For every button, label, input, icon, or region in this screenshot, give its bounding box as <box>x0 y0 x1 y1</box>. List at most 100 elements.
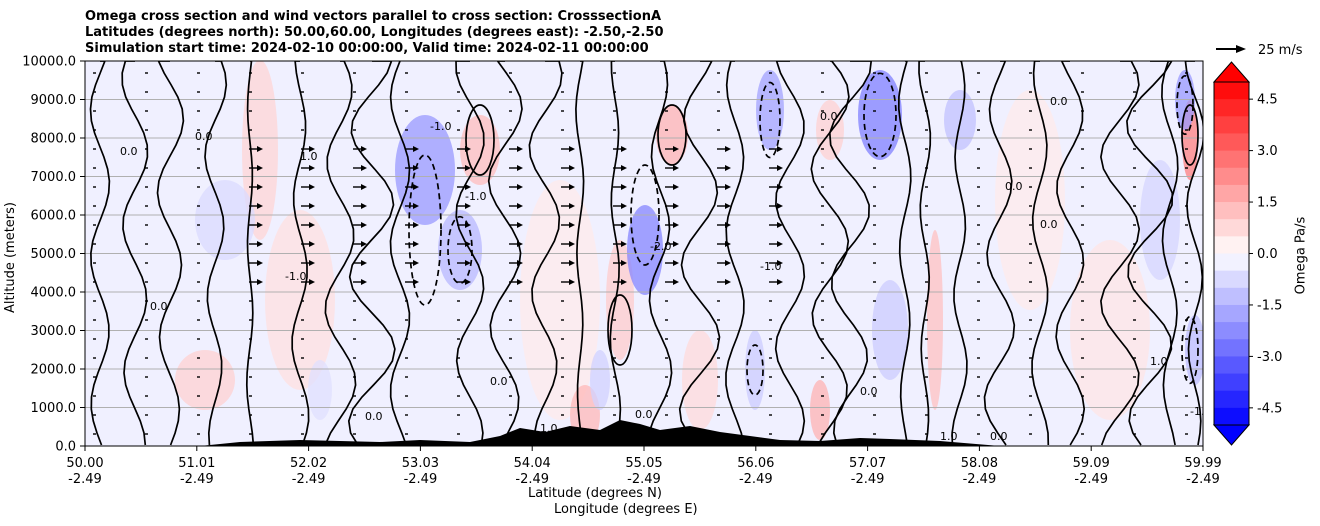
contour-line-positive <box>657 104 687 166</box>
contour-line-negative <box>447 215 473 285</box>
colorbar-tick-label: 4.5 <box>1257 93 1278 108</box>
wind-vector-head <box>257 279 263 285</box>
colorbar-extend-min <box>1212 424 1251 446</box>
wind-vector-head <box>517 203 523 209</box>
colorbar-tick-label: -3.0 <box>1257 350 1282 365</box>
wind-vector-head <box>569 241 575 247</box>
wind-vector-head <box>413 279 419 285</box>
wind-vector-head <box>465 203 471 209</box>
reference-vector-label: 25 m/s <box>1258 43 1303 58</box>
x-tick-label-lat: 57.07 <box>849 456 886 471</box>
contour-label: 0.0 <box>990 430 1008 443</box>
colorbar-band <box>1214 356 1249 375</box>
omega-blob <box>927 230 943 410</box>
x-tick-label-lat: 59.09 <box>1073 456 1110 471</box>
colorbar-label: Omega Pa/s <box>1293 216 1309 295</box>
x-tick-label-lon: -2.49 <box>851 472 885 487</box>
y-tick-label: 7000.0 <box>31 170 77 185</box>
wind-vector-head <box>309 241 315 247</box>
y-tick-label: 0.0 <box>55 440 76 455</box>
wind-vector-head <box>413 241 419 247</box>
contour-line <box>324 61 357 446</box>
chart-title-line2: Latitudes (degrees north): 50.00,60.00, … <box>85 25 664 40</box>
y-tick-label: 6000.0 <box>31 209 77 224</box>
colorbar: -4.5 -3.0 -1.5 0.0 1.5 3.0 4.5 <box>1212 61 1282 446</box>
contour-label: 1.0 <box>1150 355 1168 368</box>
contour-line <box>951 61 968 446</box>
colorbar-band <box>1214 184 1249 203</box>
wind-vector-head <box>257 260 263 266</box>
x-tick-label-lat: 54.04 <box>514 456 551 471</box>
contour-line <box>528 61 563 446</box>
wind-vector-head <box>725 203 731 209</box>
wind-vector-head <box>361 260 367 266</box>
contour-line <box>1100 61 1141 446</box>
colorbar-tick-label: 1.5 <box>1257 196 1278 211</box>
wind-vector-head <box>621 184 627 190</box>
omega-blob <box>195 180 255 260</box>
x-tick-label-lat: 52.02 <box>290 456 327 471</box>
contour-line <box>774 61 806 446</box>
wind-vector-head <box>413 203 419 209</box>
colorbar-band <box>1214 304 1249 323</box>
wind-vector-head <box>621 279 627 285</box>
wind-vector-head <box>257 222 263 228</box>
wind-vector-head <box>725 279 731 285</box>
wind-vector-head <box>517 146 523 152</box>
contour-line <box>678 61 721 446</box>
x-tick-label-lat: 58.08 <box>961 456 998 471</box>
contour-line <box>828 61 873 446</box>
x-tick-label-lon: -2.49 <box>292 472 326 487</box>
contour-line <box>245 61 255 446</box>
wind-vector-head <box>777 222 783 228</box>
omega-blob <box>1185 315 1203 385</box>
colorbar-band <box>1214 99 1249 117</box>
contour-line <box>810 61 850 446</box>
wind-vector-head <box>725 222 731 228</box>
contour-label: 1.0 <box>940 430 958 443</box>
colorbar-tick-label: -4.5 <box>1257 401 1282 416</box>
wind-vector-head <box>465 184 471 190</box>
wind-vector-head <box>361 241 367 247</box>
y-tick-label: 2000.0 <box>31 363 77 378</box>
wind-vector-head <box>673 184 679 190</box>
x-tick-label-lon: -2.49 <box>1186 472 1220 487</box>
wind-vector-head <box>413 260 419 266</box>
wind-vector-head <box>413 165 419 171</box>
wind-vector-head <box>777 184 783 190</box>
x-tick-label-lat: 50.00 <box>66 456 103 471</box>
colorbar-extend-max <box>1212 61 1251 83</box>
wind-vector-head <box>777 279 783 285</box>
contour-line <box>347 61 396 446</box>
y-tick-label: 10000.0 <box>22 55 76 70</box>
colorbar-band <box>1214 253 1249 272</box>
wind-vector-head <box>465 165 471 171</box>
wind-vector-head <box>257 165 263 171</box>
x-tick-label-lat: 59.99 <box>1184 456 1221 471</box>
contour-line <box>121 61 149 446</box>
wind-vector-head <box>673 203 679 209</box>
terrain-silhouette <box>85 420 1000 446</box>
contour-line-positive <box>1181 104 1199 166</box>
wind-vector-head <box>465 279 471 285</box>
omega-blob <box>995 90 1065 310</box>
contour-line <box>725 61 745 446</box>
y-tick-label: 1000.0 <box>31 401 77 416</box>
wind-vector-head <box>257 203 263 209</box>
contour-line <box>1031 61 1050 446</box>
omega-blob <box>265 210 335 390</box>
wind-vector-head <box>673 222 679 228</box>
colorbar-band <box>1214 287 1249 306</box>
contour-label: -1.0 <box>465 190 486 203</box>
wind-vector-head <box>725 184 731 190</box>
contour-label: -1.0 <box>1190 405 1211 418</box>
contour-label: 0.0 <box>635 408 653 421</box>
contour-line-negative <box>759 81 781 159</box>
wind-vector-head <box>257 184 263 190</box>
wind-vector-head <box>309 260 315 266</box>
contour-label: 0.0 <box>150 300 168 313</box>
colorbar-band <box>1214 219 1249 237</box>
wind-vector-head <box>569 279 575 285</box>
colorbar-band <box>1214 322 1249 340</box>
wind-vector-head <box>673 146 679 152</box>
